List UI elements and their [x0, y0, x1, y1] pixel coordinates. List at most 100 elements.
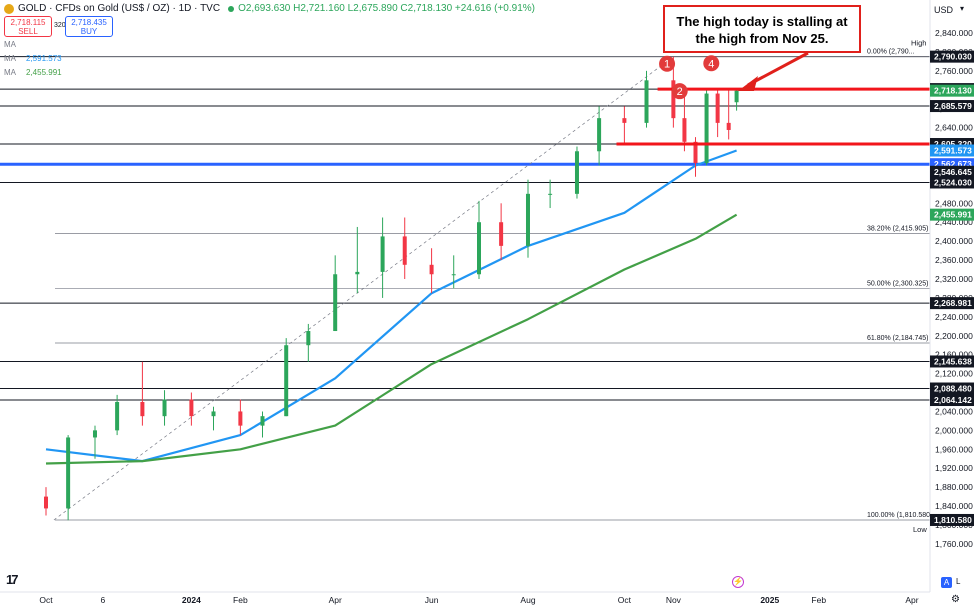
candle-body — [715, 93, 720, 123]
moving-average-line — [45, 213, 738, 465]
arrow-shaft — [747, 51, 809, 87]
ma-label: MA — [4, 40, 16, 49]
buy-price: 2,718.435 — [71, 18, 107, 27]
ma-label: MA — [4, 54, 16, 63]
fibonacci-levels: 0.00% (2,790... 38.20% (2,415.905) 50.00% … — [53, 39, 932, 534]
buy-label: BUY — [80, 27, 98, 36]
y-tick-label: 2,400.000 — [935, 236, 973, 246]
candle-body — [115, 401, 120, 431]
x-tick-label: Feb — [811, 595, 826, 605]
arrow-head — [738, 76, 758, 91]
red-levels — [616, 87, 930, 146]
marker-circle — [703, 55, 720, 72]
price-label: 2,562.673 — [934, 159, 972, 169]
x-tick-label: Feb — [233, 595, 248, 605]
y-tick-label: 2,320.000 — [935, 274, 973, 284]
candle-body — [597, 118, 602, 152]
candle-body — [211, 411, 216, 417]
ma-legend-3[interactable]: MA 2,455.991 — [4, 68, 62, 77]
fib-level-label: 50.00% (2,300.325) — [867, 280, 929, 287]
auto-scale-button[interactable]: A — [941, 577, 952, 588]
callout-arrow — [738, 51, 809, 91]
price-label-bg — [930, 355, 974, 368]
candle-body — [140, 401, 145, 417]
x-tick-label: 6 — [101, 595, 106, 605]
y-tick-label: 1,960.000 — [935, 444, 973, 454]
candle-body — [162, 399, 167, 417]
price-label: 1,810.580 — [934, 515, 972, 525]
marker-label: 2 — [677, 86, 683, 98]
y-tick-label: 2,120.000 — [935, 369, 973, 379]
candle-body — [284, 345, 289, 417]
ma-legend-2[interactable]: MA 2,591.573 — [4, 54, 62, 63]
y-tick-label: 1,920.000 — [935, 463, 973, 473]
price-label-bg — [930, 50, 974, 63]
log-scale-button[interactable]: L — [956, 577, 961, 586]
x-tick-label: Oct — [39, 595, 53, 605]
candle-body — [644, 80, 649, 123]
x-tick-label: Apr — [905, 595, 918, 605]
price-label: 2,145.638 — [934, 356, 972, 366]
y-tick-label: 1,880.000 — [935, 482, 973, 492]
currency-selector[interactable]: USD — [934, 5, 954, 15]
marker-circle — [671, 83, 688, 100]
marker-label: 1 — [664, 59, 670, 71]
x-tick-label: Apr — [329, 595, 342, 605]
y-tick-label: 2,200.000 — [935, 331, 973, 341]
price-label: 2,718.130 — [934, 86, 972, 96]
low-label: Low — [913, 525, 927, 534]
candle-body — [671, 80, 676, 119]
price-label-bg — [930, 208, 974, 221]
price-label-bg — [930, 144, 974, 157]
ma-value: 2,591.573 — [26, 54, 62, 63]
fib-level-label: 0.00% (2,790... — [867, 49, 915, 56]
candle-body — [260, 416, 265, 426]
candle-body — [622, 118, 627, 123]
price-label: 2,524.030 — [934, 177, 972, 187]
lightning-icon[interactable]: ⚡ — [732, 576, 744, 588]
y-tick-label: 2,640.000 — [935, 123, 973, 133]
price-label: 2,591.573 — [934, 146, 972, 156]
spread-value: 320 — [54, 22, 66, 29]
price-label-bg — [930, 176, 974, 189]
marker-label: 4 — [708, 58, 714, 70]
price-label-bg — [930, 382, 974, 395]
candle-body — [402, 236, 407, 265]
y-tick-label: 2,760.000 — [935, 66, 973, 76]
fib-level-label: 100.00% (1,810.580) — [867, 512, 932, 519]
candle-body — [574, 151, 579, 194]
candle-body — [189, 399, 194, 417]
chevron-down-icon[interactable]: ▾ — [960, 4, 965, 13]
price-label-bg — [930, 100, 974, 113]
price-label-bg — [930, 165, 974, 178]
candle-body — [726, 122, 731, 130]
candle-body — [380, 236, 385, 272]
candle-body — [704, 93, 709, 164]
sell-price: 2,718.115 — [10, 18, 46, 27]
sell-button[interactable]: 2,718.115 SELL — [4, 16, 52, 37]
ma-legend-1[interactable]: MA — [4, 40, 16, 49]
gear-icon[interactable]: ⚙ — [951, 594, 960, 605]
ma-value: 2,455.991 — [26, 68, 62, 77]
x-tick-label: Aug — [520, 595, 535, 605]
price-label-bg — [930, 297, 974, 310]
candle-body — [548, 193, 553, 195]
candle-body — [734, 90, 739, 103]
gold-logo-icon — [4, 3, 14, 14]
market-open-icon — [228, 5, 235, 12]
price-label: 2,790.030 — [934, 52, 972, 62]
price-label-bg — [930, 394, 974, 407]
y-tick-label: 2,160.000 — [935, 350, 973, 360]
callout-line-2: the high from Nov 25. — [695, 31, 829, 46]
candle-body — [66, 437, 71, 509]
high-label: High — [911, 39, 926, 48]
price-label: 2,685.579 — [934, 101, 972, 111]
price-label: 2,064.142 — [934, 395, 972, 405]
price-label: 2,455.991 — [934, 210, 972, 220]
price-label: 2,605.320 — [934, 139, 972, 149]
y-tick-label: 1,760.000 — [935, 539, 973, 549]
buy-button[interactable]: 2,718.435 BUY — [65, 16, 113, 37]
candle-body — [682, 118, 687, 142]
tradingview-logo-icon[interactable]: 17 — [6, 572, 19, 587]
